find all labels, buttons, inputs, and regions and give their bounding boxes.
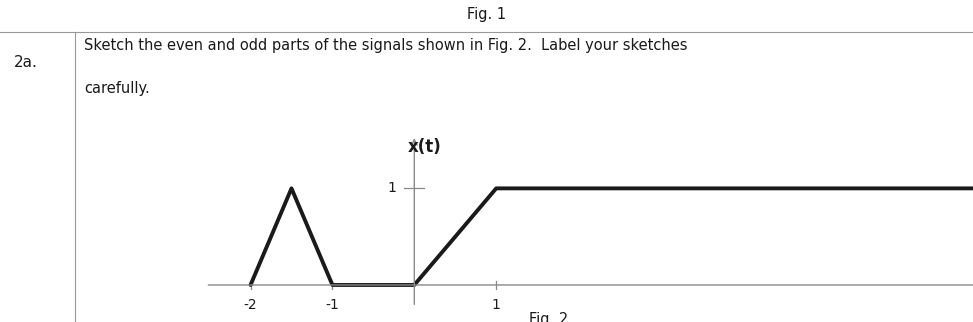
Text: 1: 1	[387, 181, 396, 195]
Text: carefully.: carefully.	[84, 81, 150, 97]
Text: Fig. 2: Fig. 2	[529, 312, 568, 322]
Text: Fig. 1: Fig. 1	[467, 7, 506, 22]
Text: 1: 1	[491, 298, 501, 311]
Text: Sketch the even and odd parts of the signals shown in Fig. 2.  Label your sketch: Sketch the even and odd parts of the sig…	[84, 38, 687, 53]
Text: -2: -2	[243, 298, 257, 311]
Text: 2a.: 2a.	[14, 55, 37, 71]
Text: -1: -1	[326, 298, 340, 311]
Text: x(t): x(t)	[408, 138, 441, 156]
